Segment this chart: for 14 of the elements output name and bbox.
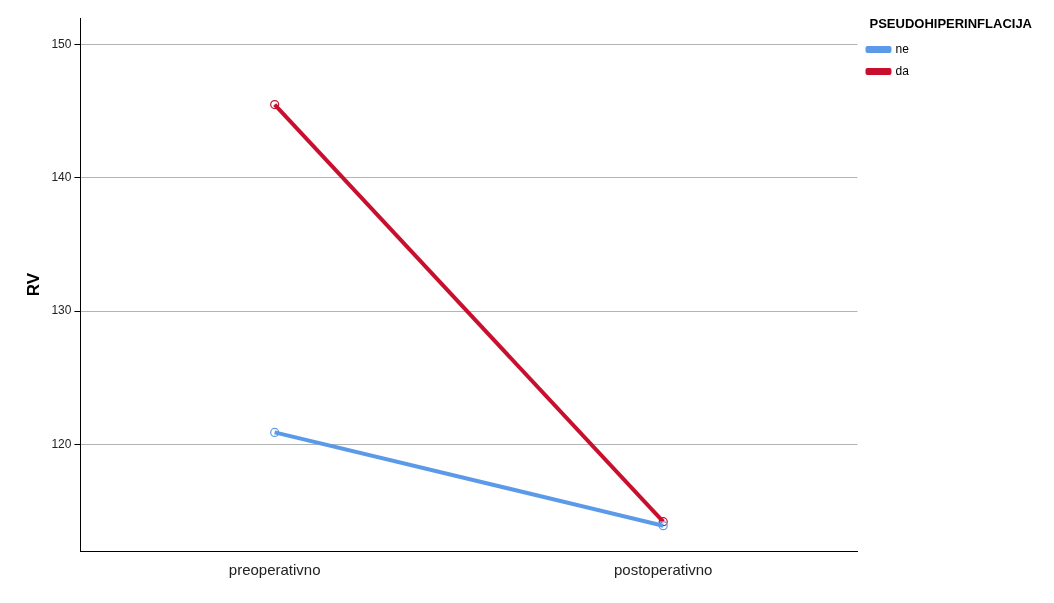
y-tick-label: 140 — [51, 170, 72, 185]
y-tick-label: 150 — [51, 36, 72, 51]
point — [658, 517, 668, 527]
x-tick-label: preoperativno — [228, 561, 321, 579]
x-tick-label: postoperativno — [614, 561, 713, 579]
legend-title: PSEUDOHIPERINFLACIJA — [869, 16, 1033, 32]
point — [658, 521, 668, 531]
y-tick-label: 120 — [51, 436, 72, 451]
legend-label: ne — [895, 41, 910, 56]
legend-label: da — [895, 63, 910, 78]
point — [270, 427, 280, 438]
y-axis-title: RV — [23, 272, 43, 297]
y-tick-label: 130 — [51, 303, 72, 318]
point — [270, 100, 280, 110]
